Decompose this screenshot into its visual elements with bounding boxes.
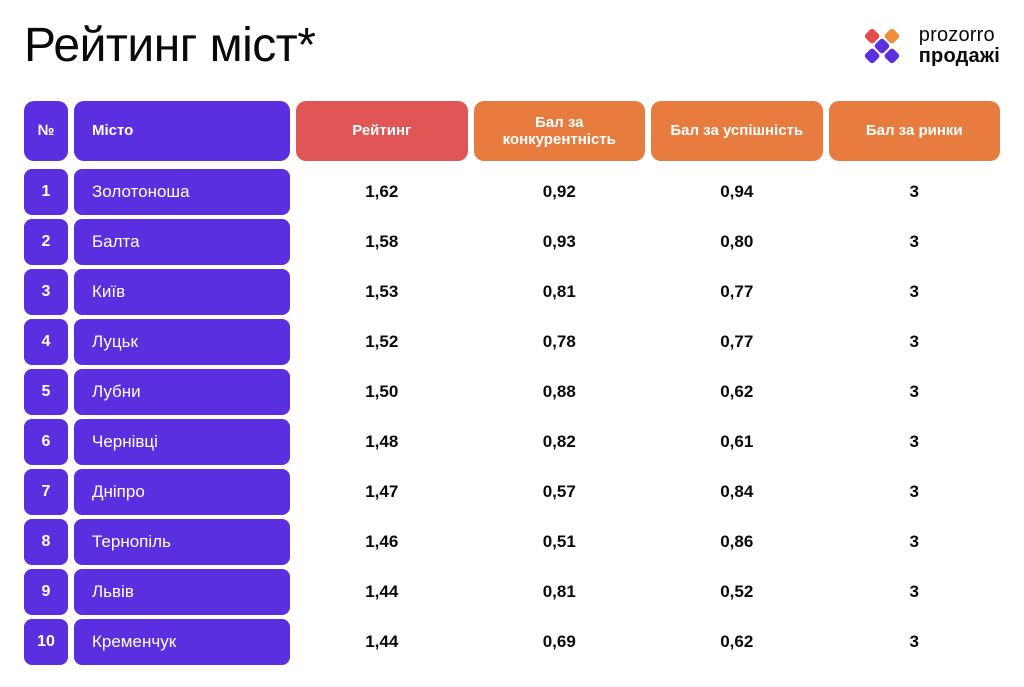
col-header-markets: Бал за ринки xyxy=(829,101,1001,161)
cell-markets: 3 xyxy=(829,469,1001,515)
cell-success: 0,62 xyxy=(651,369,823,415)
logo-icon xyxy=(855,19,909,73)
cell-city-name: Луцьк xyxy=(74,319,290,365)
cell-rank-number: 10 xyxy=(24,619,68,665)
cell-markets: 3 xyxy=(829,269,1001,315)
logo-line2: продажі xyxy=(919,46,1000,67)
cell-city-name: Дніпро xyxy=(74,469,290,515)
cell-rank-number: 8 xyxy=(24,519,68,565)
cell-rating: 1,44 xyxy=(296,569,468,615)
cell-success: 0,52 xyxy=(651,569,823,615)
cell-markets: 3 xyxy=(829,419,1001,465)
cell-rating: 1,47 xyxy=(296,469,468,515)
cell-success: 0,61 xyxy=(651,419,823,465)
table-row: 3Київ1,530,810,773 xyxy=(24,269,1000,315)
cell-markets: 3 xyxy=(829,169,1001,215)
cell-city-name: Балта xyxy=(74,219,290,265)
cell-rank-number: 5 xyxy=(24,369,68,415)
cell-competition: 0,51 xyxy=(474,519,646,565)
cell-competition: 0,81 xyxy=(474,269,646,315)
cell-city-name: Золотоноша xyxy=(74,169,290,215)
table-row: 4Луцьк1,520,780,773 xyxy=(24,319,1000,365)
col-header-rating: Рейтинг xyxy=(296,101,468,161)
cell-rating: 1,46 xyxy=(296,519,468,565)
col-header-num: № xyxy=(24,101,68,161)
cell-competition: 0,82 xyxy=(474,419,646,465)
cell-success: 0,77 xyxy=(651,319,823,365)
cell-markets: 3 xyxy=(829,569,1001,615)
logo: prozorro продажі xyxy=(855,19,1000,73)
page-title: Рейтинг міст* xyxy=(24,18,315,73)
cell-city-name: Львів xyxy=(74,569,290,615)
cell-success: 0,84 xyxy=(651,469,823,515)
cell-rank-number: 2 xyxy=(24,219,68,265)
table-row: 6Чернівці1,480,820,613 xyxy=(24,419,1000,465)
cell-competition: 0,92 xyxy=(474,169,646,215)
table-row: 8Тернопіль1,460,510,863 xyxy=(24,519,1000,565)
cell-city-name: Кременчук xyxy=(74,619,290,665)
cell-rank-number: 9 xyxy=(24,569,68,615)
cell-rank-number: 4 xyxy=(24,319,68,365)
table-row: 1Золотоноша1,620,920,943 xyxy=(24,169,1000,215)
cell-competition: 0,93 xyxy=(474,219,646,265)
ranking-table: № Місто Рейтинг Бал за конкурентність Ба… xyxy=(24,101,1000,665)
cell-markets: 3 xyxy=(829,369,1001,415)
table-row: 10Кременчук1,440,690,623 xyxy=(24,619,1000,665)
col-header-competition: Бал за конкурентність xyxy=(474,101,646,161)
table-header-row: № Місто Рейтинг Бал за конкурентність Ба… xyxy=(24,101,1000,161)
cell-rating: 1,58 xyxy=(296,219,468,265)
header: Рейтинг міст* prozorro продажі xyxy=(24,18,1000,73)
cell-rating: 1,62 xyxy=(296,169,468,215)
cell-rank-number: 3 xyxy=(24,269,68,315)
cell-success: 0,62 xyxy=(651,619,823,665)
cell-competition: 0,81 xyxy=(474,569,646,615)
cell-markets: 3 xyxy=(829,319,1001,365)
cell-success: 0,94 xyxy=(651,169,823,215)
cell-city-name: Лубни xyxy=(74,369,290,415)
cell-rating: 1,48 xyxy=(296,419,468,465)
cell-competition: 0,57 xyxy=(474,469,646,515)
logo-line1: prozorro xyxy=(919,25,1000,46)
cell-rating: 1,53 xyxy=(296,269,468,315)
cell-success: 0,80 xyxy=(651,219,823,265)
cell-city-name: Київ xyxy=(74,269,290,315)
cell-rank-number: 1 xyxy=(24,169,68,215)
cell-rating: 1,52 xyxy=(296,319,468,365)
cell-competition: 0,88 xyxy=(474,369,646,415)
cell-markets: 3 xyxy=(829,519,1001,565)
table-row: 2Балта1,580,930,803 xyxy=(24,219,1000,265)
cell-markets: 3 xyxy=(829,219,1001,265)
cell-rank-number: 7 xyxy=(24,469,68,515)
table-row: 7Дніпро1,470,570,843 xyxy=(24,469,1000,515)
cell-rating: 1,50 xyxy=(296,369,468,415)
col-header-success: Бал за успішність xyxy=(651,101,823,161)
cell-city-name: Чернівці xyxy=(74,419,290,465)
cell-competition: 0,78 xyxy=(474,319,646,365)
cell-success: 0,77 xyxy=(651,269,823,315)
table-row: 9Львів1,440,810,523 xyxy=(24,569,1000,615)
cell-city-name: Тернопіль xyxy=(74,519,290,565)
col-header-city: Місто xyxy=(74,101,290,161)
cell-markets: 3 xyxy=(829,619,1001,665)
cell-success: 0,86 xyxy=(651,519,823,565)
page: Рейтинг міст* prozorro продажі xyxy=(0,0,1024,687)
cell-rating: 1,44 xyxy=(296,619,468,665)
table-body: 1Золотоноша1,620,920,9432Балта1,580,930,… xyxy=(24,169,1000,665)
cell-competition: 0,69 xyxy=(474,619,646,665)
table-row: 5Лубни1,500,880,623 xyxy=(24,369,1000,415)
logo-text: prozorro продажі xyxy=(919,25,1000,67)
cell-rank-number: 6 xyxy=(24,419,68,465)
